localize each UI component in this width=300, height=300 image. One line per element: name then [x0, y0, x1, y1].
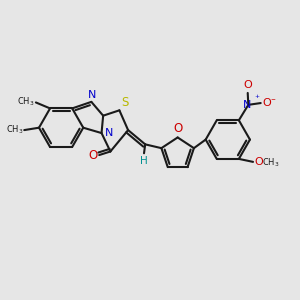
Text: $^+$: $^+$	[253, 94, 261, 103]
Text: CH$_3$: CH$_3$	[5, 124, 23, 136]
Text: O: O	[254, 157, 263, 166]
Text: O: O	[88, 149, 98, 162]
Text: H: H	[140, 156, 148, 166]
Text: O: O	[173, 122, 182, 135]
Text: N: N	[88, 90, 96, 100]
Text: N: N	[243, 100, 252, 110]
Text: N: N	[104, 128, 113, 138]
Text: S: S	[121, 95, 128, 109]
Text: CH$_3$: CH$_3$	[262, 156, 280, 169]
Text: $^-$: $^-$	[269, 96, 277, 105]
Text: O: O	[244, 80, 252, 90]
Text: CH$_3$: CH$_3$	[17, 96, 35, 108]
Text: O: O	[262, 98, 271, 108]
